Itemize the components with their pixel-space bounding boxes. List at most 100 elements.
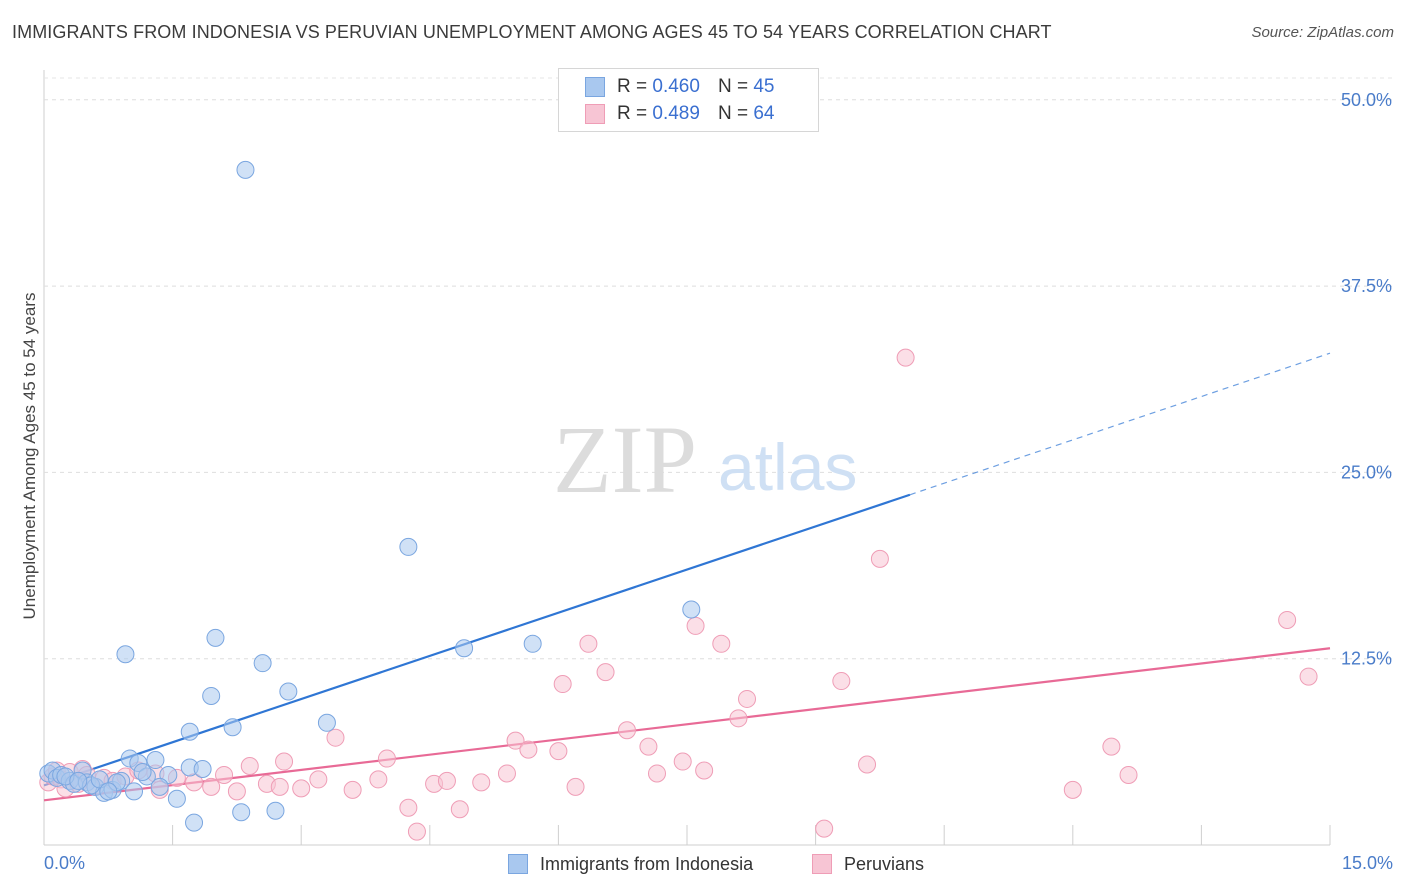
peruvian-point bbox=[832, 672, 851, 691]
points-layer bbox=[39, 160, 1318, 841]
bottom-legend-swatch-blue bbox=[508, 854, 528, 874]
peruvian-point bbox=[506, 731, 525, 750]
peruvian-point bbox=[579, 634, 598, 653]
peruvian-point bbox=[343, 780, 362, 799]
peruvian-point bbox=[596, 663, 615, 682]
indonesia-point bbox=[185, 813, 204, 832]
peruvian-point bbox=[815, 819, 834, 838]
legend-n-value: 64 bbox=[753, 103, 775, 124]
peruvian-point bbox=[240, 757, 259, 776]
legend: R = 0.460 N = 45 R = 0.489 N = 64 bbox=[558, 68, 819, 132]
indonesia-point bbox=[180, 722, 199, 741]
peruvian-point bbox=[738, 689, 757, 708]
y-tick-label: 50.0% bbox=[1341, 90, 1392, 110]
peruvian-point bbox=[870, 549, 889, 568]
source-label: Source: ZipAtlas.com bbox=[1251, 24, 1394, 41]
peruvian-point bbox=[566, 777, 585, 796]
legend-n-value: 45 bbox=[753, 76, 775, 97]
bottom-legend-label: Immigrants from Indonesia bbox=[540, 853, 754, 874]
peruvian-point bbox=[227, 782, 246, 801]
indonesia-point bbox=[455, 639, 474, 658]
indonesia-point bbox=[232, 803, 251, 822]
legend-row-indonesia: R = 0.460 N = 45 bbox=[585, 75, 774, 99]
x-tick-label: 15.0% bbox=[1342, 853, 1393, 873]
indonesia-point bbox=[202, 686, 221, 705]
peruvian-point bbox=[497, 764, 516, 783]
y-tick-label: 12.5% bbox=[1341, 649, 1392, 669]
peruvian-point bbox=[549, 742, 568, 761]
chart-title: IMMIGRANTS FROM INDONESIA VS PERUVIAN UN… bbox=[12, 22, 1052, 42]
peruvian-point bbox=[1299, 667, 1318, 686]
peruvian-point bbox=[215, 765, 234, 784]
peruvian-point bbox=[647, 764, 666, 783]
bottom-legend-peruvians: Peruvians bbox=[812, 852, 924, 876]
peruvian-point bbox=[553, 675, 572, 694]
peruvian-point bbox=[695, 761, 714, 780]
indonesia-point bbox=[236, 160, 255, 179]
peruvian-point bbox=[617, 721, 636, 740]
legend-row-peruvians: R = 0.489 N = 64 bbox=[585, 102, 774, 126]
legend-swatch-blue bbox=[585, 77, 605, 97]
indonesia-point bbox=[193, 759, 212, 778]
peruvian-point bbox=[202, 777, 221, 796]
indonesia-point bbox=[167, 789, 186, 808]
legend-r-value: 0.460 bbox=[652, 76, 700, 97]
peruvian-point bbox=[309, 770, 328, 789]
legend-n-label: N = bbox=[717, 103, 749, 124]
tick-label-layer: 12.5% 25.0% 37.5% 50.0% 0.0% 15.0% bbox=[44, 90, 1393, 873]
legend-swatch-pink bbox=[585, 104, 605, 124]
indonesia-point bbox=[682, 600, 701, 619]
indonesia-trend-extension bbox=[909, 352, 1331, 496]
indonesia-point bbox=[399, 537, 418, 556]
peruvian-point bbox=[270, 777, 289, 796]
peruvian-point bbox=[326, 728, 345, 747]
indonesia-point bbox=[279, 682, 298, 701]
indonesia-point bbox=[69, 771, 88, 790]
indonesia-point bbox=[133, 762, 152, 781]
peruvian-point bbox=[472, 773, 491, 792]
indonesia-point bbox=[99, 782, 118, 801]
peruvian-point bbox=[437, 771, 456, 790]
indonesia-point bbox=[150, 777, 169, 796]
peruvian-point bbox=[1119, 765, 1138, 784]
peruvian-point bbox=[407, 822, 426, 841]
legend-n-label: N = bbox=[717, 76, 749, 97]
peruvian-point bbox=[1102, 737, 1121, 756]
indonesia-point bbox=[146, 751, 165, 770]
x-tick-label: 0.0% bbox=[44, 853, 85, 873]
peruvian-point bbox=[686, 616, 705, 635]
peruvian-point bbox=[712, 634, 731, 653]
bottom-legend-label: Peruvians bbox=[844, 853, 925, 874]
indonesia-trend-line bbox=[43, 493, 911, 787]
indonesia-point bbox=[253, 654, 272, 673]
indonesia-point bbox=[223, 718, 242, 737]
bottom-legend-indonesia: Immigrants from Indonesia bbox=[508, 852, 753, 876]
watermark-zip: ZIP bbox=[553, 406, 697, 513]
peruvian-trend-line bbox=[43, 647, 1331, 802]
peruvian-point bbox=[292, 779, 311, 798]
peruvian-point bbox=[1063, 780, 1082, 799]
peruvian-point bbox=[858, 755, 877, 774]
peruvian-point bbox=[896, 348, 915, 367]
indonesia-point bbox=[125, 782, 144, 801]
peruvian-point bbox=[729, 709, 748, 728]
indonesia-point bbox=[317, 713, 336, 732]
legend-r-label: R = bbox=[617, 76, 648, 97]
y-tick-label: 25.0% bbox=[1341, 462, 1392, 482]
bottom-legend-swatch-pink bbox=[812, 854, 832, 874]
peruvian-point bbox=[275, 752, 294, 771]
legend-r-label: R = bbox=[617, 103, 648, 124]
peruvian-point bbox=[639, 737, 658, 756]
watermark-atlas: atlas bbox=[718, 430, 857, 504]
peruvian-point bbox=[673, 752, 692, 771]
peruvian-point bbox=[369, 770, 388, 789]
indonesia-point bbox=[206, 628, 225, 647]
indonesia-point bbox=[116, 645, 135, 664]
peruvian-point bbox=[519, 740, 538, 759]
peruvian-point bbox=[450, 800, 469, 819]
watermark: ZIP atlas bbox=[553, 406, 857, 513]
indonesia-point bbox=[266, 801, 285, 820]
peruvian-point bbox=[399, 798, 418, 817]
peruvian-point bbox=[1278, 610, 1297, 629]
